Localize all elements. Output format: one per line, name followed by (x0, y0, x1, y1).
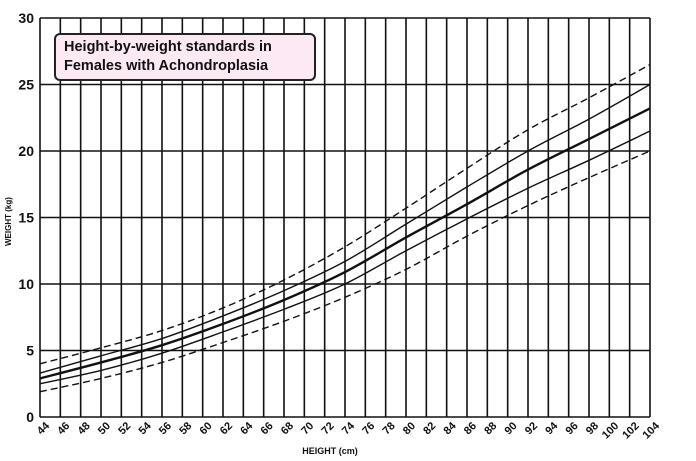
x-tick-label: 64 (238, 419, 256, 437)
x-axis-label: HEIGHT (cm) (302, 446, 358, 456)
series-line-2 (39, 83, 651, 374)
x-tick-label: 74 (340, 419, 358, 437)
x-tick-label: 44 (35, 419, 53, 437)
y-tick-label: 15 (18, 210, 34, 226)
x-tick-label: 76 (360, 420, 377, 437)
x-tick-label: 70 (299, 420, 316, 437)
x-tick-label: 100 (600, 420, 621, 441)
chart-title-line-1: Height-by-weight standards in (64, 39, 272, 55)
x-tick-label: 90 (503, 420, 520, 437)
x-tick-label: 68 (279, 420, 296, 437)
x-tick-label: 52 (116, 420, 133, 437)
y-axis-label: WEIGHT (kg) (4, 197, 13, 246)
series-line-5 (39, 150, 651, 393)
x-tick-label: 84 (442, 419, 460, 437)
x-tick-label: 56 (157, 420, 174, 437)
y-tick-label: 10 (18, 276, 34, 292)
x-tick-label: 66 (259, 420, 276, 437)
x-tick-label: 80 (401, 420, 418, 437)
x-tick-label: 60 (198, 420, 215, 437)
x-tick-label: 104 (641, 419, 663, 441)
x-tick-label: 82 (421, 420, 438, 437)
y-tick-label: 25 (18, 77, 34, 93)
x-tick-label: 88 (482, 420, 499, 437)
x-tick-label: 98 (584, 420, 601, 437)
x-tick-labels: 44 46 48 50 52 54 56 58 60 62 64 66 68 70 72 74 76 78 80 82… (35, 419, 663, 441)
y-tick-labels: 0 5 10 15 20 25 30 (18, 10, 34, 425)
x-tick-label: 72 (320, 420, 337, 437)
y-tick-label: 20 (18, 143, 34, 159)
x-tick-label: 96 (564, 420, 581, 437)
x-tick-label: 92 (523, 420, 540, 437)
x-tick-label: 46 (55, 420, 72, 437)
x-tick-label: 50 (96, 420, 113, 437)
chart-title-line-2: Females with Achondroplasia (64, 58, 269, 74)
chart-title: Height-by-weight standards in Females wi… (54, 33, 316, 81)
x-tick-label: 48 (76, 420, 93, 437)
x-tick-label: 62 (218, 420, 235, 437)
x-tick-label: 86 (462, 420, 479, 437)
x-tick-label: 94 (543, 419, 561, 437)
y-tick-label: 0 (26, 409, 34, 425)
x-tick-label: 78 (381, 420, 398, 437)
x-tick-label: 54 (137, 419, 155, 437)
x-tick-label: 58 (177, 420, 194, 437)
grid (39, 17, 651, 418)
x-tick-label: 102 (620, 420, 641, 441)
series-line-3 (39, 107, 651, 380)
series-line-4 (39, 130, 651, 385)
y-tick-label: 5 (26, 343, 34, 359)
y-tick-label: 30 (18, 10, 34, 26)
series-group (39, 63, 651, 393)
